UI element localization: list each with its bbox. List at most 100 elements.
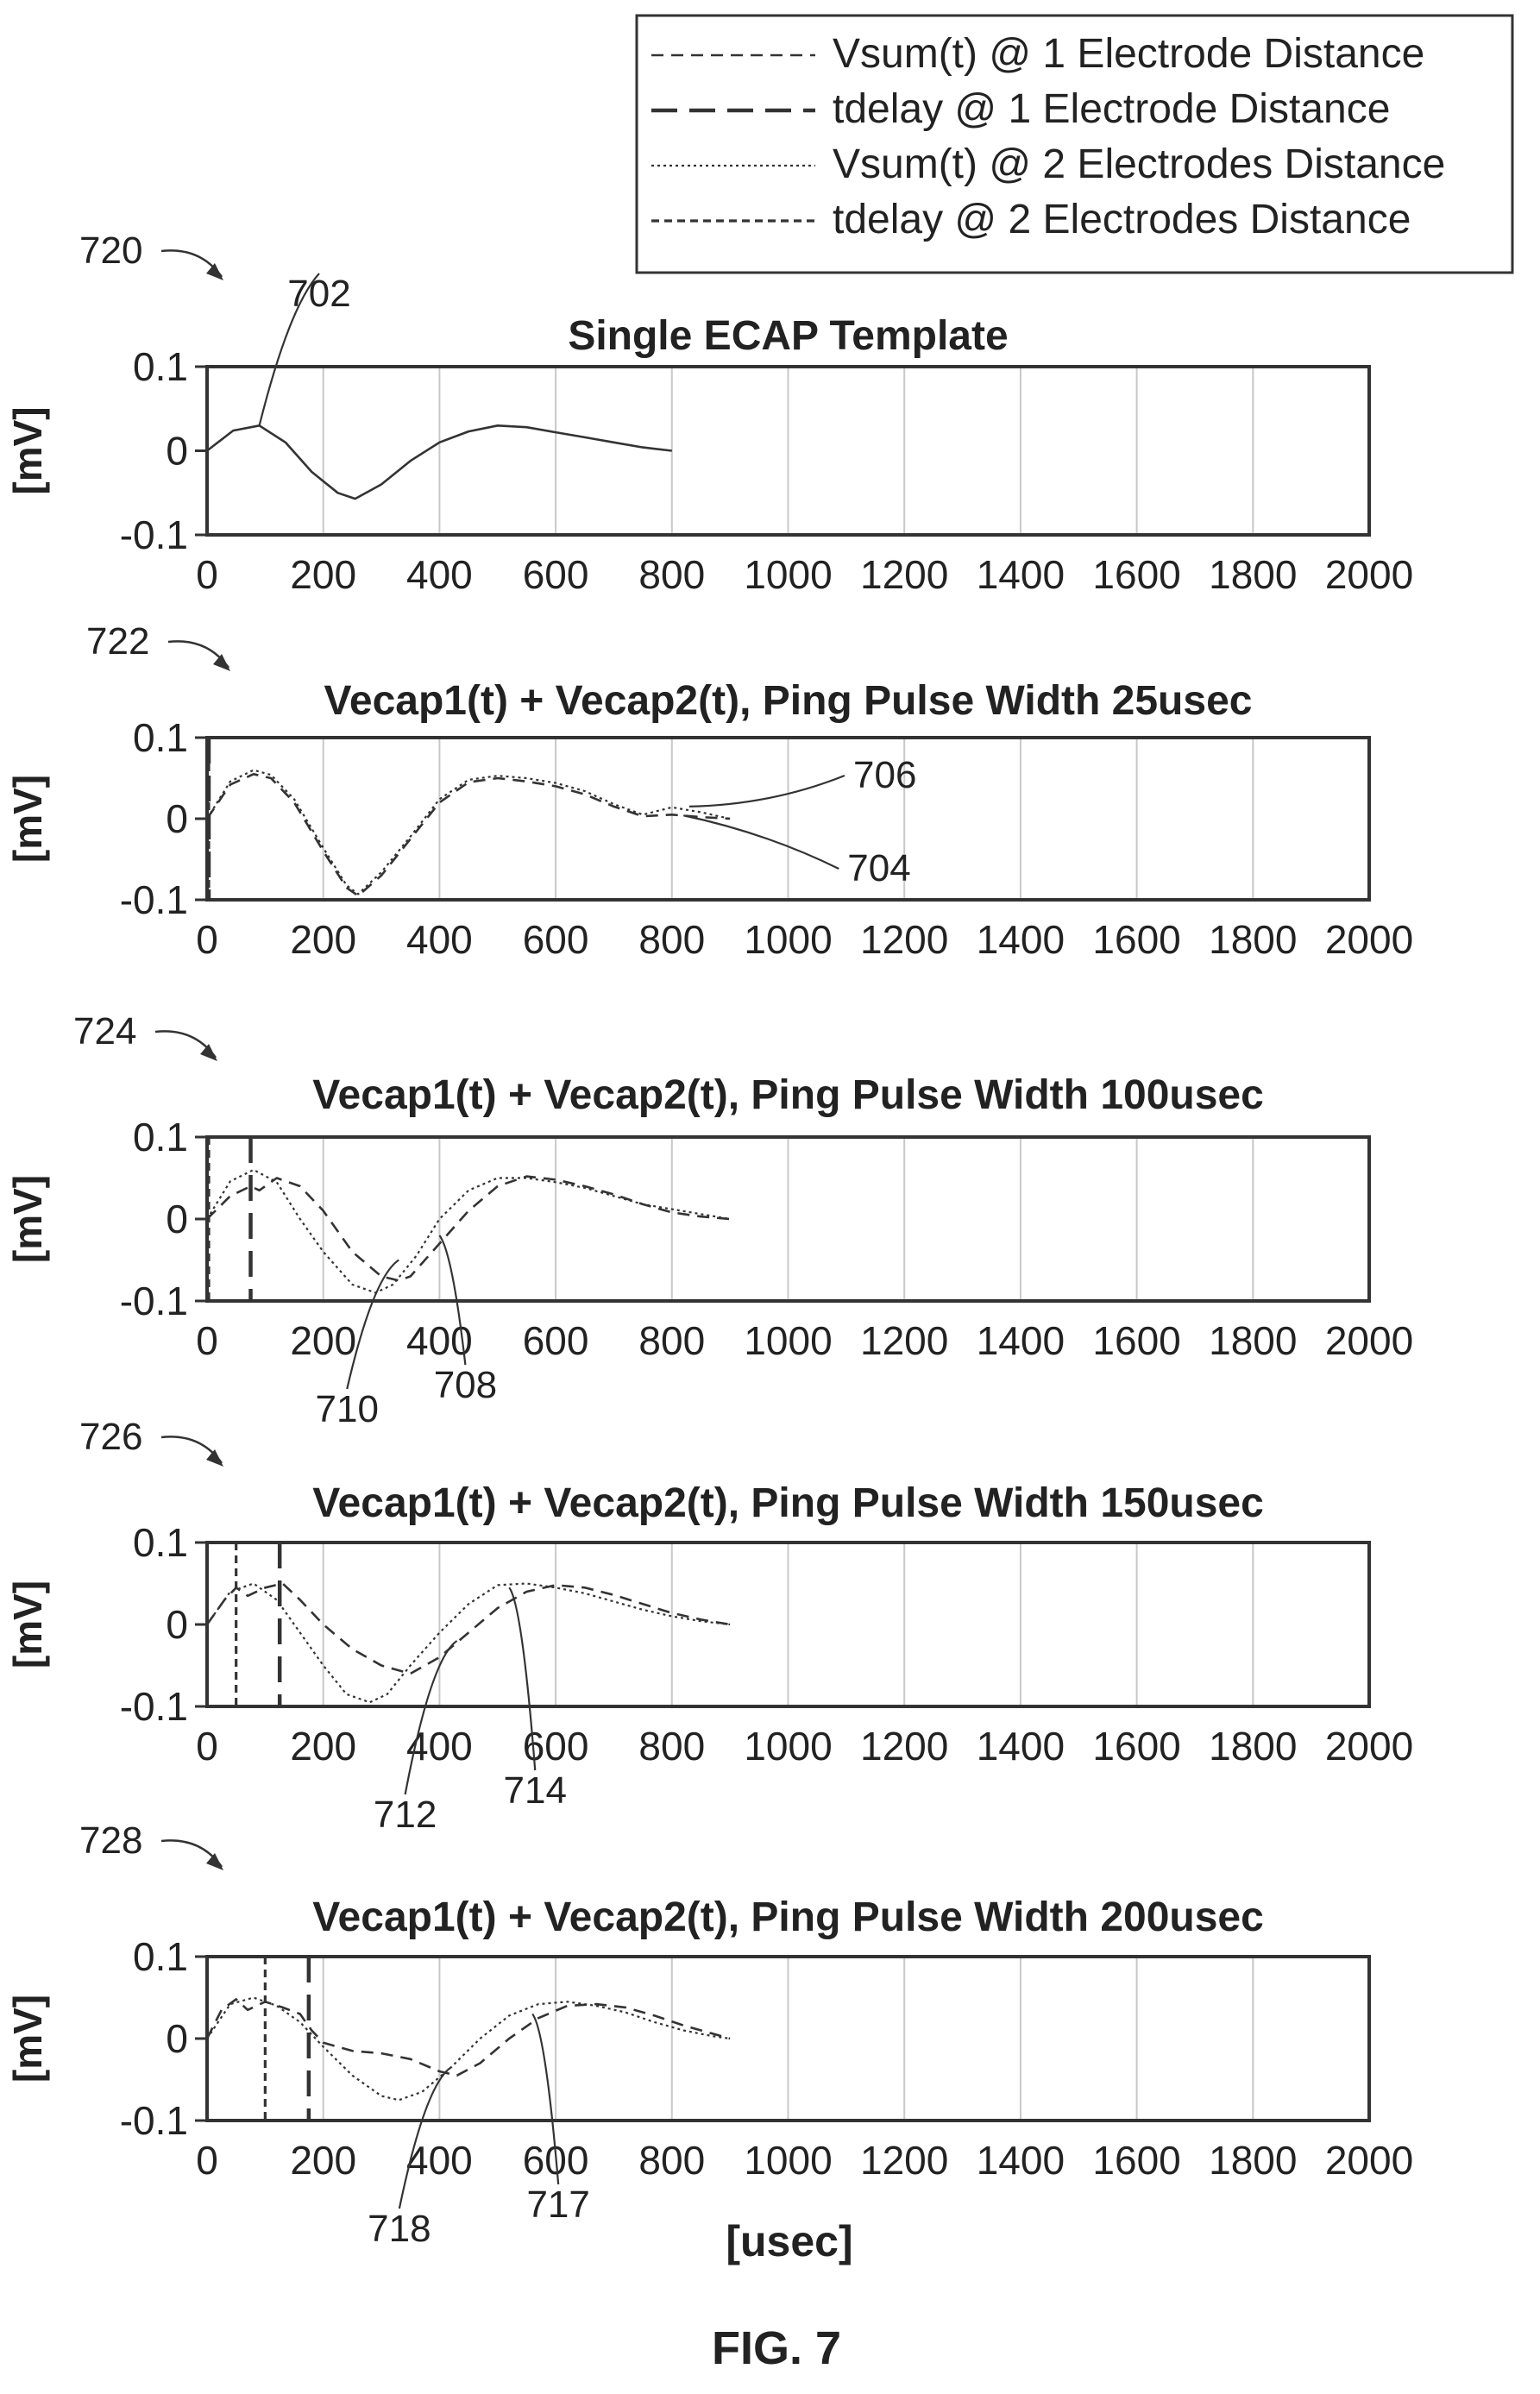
- x-tick-label: 1600: [1092, 1318, 1180, 1363]
- x-tick-label: 1600: [1092, 552, 1180, 597]
- y-tick-label: -0.1: [120, 2098, 188, 2143]
- x-tick-label: 400: [406, 2138, 473, 2183]
- callout-label-706: 706: [853, 754, 916, 796]
- panel-reference-number: 728: [79, 1819, 142, 1862]
- callout-leader-712: [404, 1640, 458, 1795]
- legend: Vsum(t) @ 1 Electrode Distance tdelay @ 1…: [635, 14, 1514, 274]
- y-tick-label: 0.1: [133, 715, 188, 760]
- y-tick-label: 0: [166, 796, 188, 841]
- series-line-1: [206, 769, 731, 895]
- x-tick-label: 600: [523, 1318, 589, 1363]
- callout-leader-704: [683, 814, 839, 870]
- x-tick-label: 200: [290, 552, 356, 597]
- x-tick-label: 1400: [977, 2138, 1065, 2183]
- series-line-0: [205, 1998, 731, 2077]
- callout-leader-718: [398, 2066, 452, 2209]
- chart-title: Vecap1(t) + Vecap2(t), Ping Pulse Width …: [312, 1480, 1264, 1526]
- series-line-0: [205, 773, 731, 897]
- x-tick-label: 1000: [744, 1724, 832, 1769]
- series-line-1: [206, 1168, 731, 1294]
- x-tick-label: 0: [196, 917, 218, 962]
- x-tick-label: 0: [196, 1318, 218, 1363]
- callout-label-708: 708: [434, 1364, 497, 1406]
- legend-box: [635, 14, 1514, 274]
- reference-arrow-head: [206, 1853, 223, 1870]
- x-tick-label: 1400: [977, 552, 1065, 597]
- x-tick-label: 800: [638, 1724, 705, 1769]
- callout-label-704: 704: [847, 847, 910, 889]
- y-tick-label: 0.1: [133, 1520, 188, 1565]
- chart-title: Single ECAP Template: [568, 313, 1008, 359]
- y-tick-label: -0.1: [120, 1684, 188, 1729]
- x-tick-label: 800: [638, 917, 705, 962]
- y-axis-label: [mV]: [5, 1995, 50, 2083]
- series-line-1: [206, 1582, 731, 1704]
- x-tick-label: 800: [638, 552, 705, 597]
- panel-reference-number: 720: [79, 229, 142, 272]
- x-tick-label: 0: [196, 552, 218, 597]
- y-tick-label: 0.1: [133, 1934, 188, 1979]
- y-tick-label: -0.1: [120, 512, 188, 557]
- x-tick-label: 1400: [977, 1724, 1065, 1769]
- legend-label-2: Vsum(t) @ 2 Electrodes Distance: [833, 141, 1445, 187]
- x-tick-label: 200: [290, 917, 356, 962]
- x-tick-label: 1000: [744, 2138, 832, 2183]
- x-tick-label: 1200: [860, 2138, 948, 2183]
- x-tick-label: 1800: [1209, 1724, 1297, 1769]
- x-tick-label: 1000: [744, 917, 832, 962]
- legend-label-1: tdelay @ 1 Electrode Distance: [833, 86, 1390, 132]
- x-tick-label: 200: [290, 1318, 356, 1363]
- chart-panel-4: Vecap1(t) + Vecap2(t), Ping Pulse Width …: [5, 1819, 1413, 2250]
- chart-title: Vecap1(t) + Vecap2(t), Ping Pulse Width …: [312, 1072, 1264, 1118]
- x-tick-label: 1400: [977, 1318, 1065, 1363]
- chart-panel-3: Vecap1(t) + Vecap2(t), Ping Pulse Width …: [5, 1416, 1413, 1836]
- legend-label-3: tdelay @ 2 Electrodes Distance: [833, 197, 1411, 242]
- chart-title: Vecap1(t) + Vecap2(t), Ping Pulse Width …: [312, 1894, 1264, 1940]
- series-line-0: [205, 1582, 731, 1675]
- series-line-1: [206, 1996, 731, 2102]
- callout-label-712: 712: [374, 1794, 437, 1836]
- x-tick-label: 2000: [1325, 2138, 1413, 2183]
- x-tick-label: 1600: [1092, 1724, 1180, 1769]
- x-tick-label: 1800: [1209, 917, 1297, 962]
- y-tick-label: -0.1: [120, 877, 188, 922]
- x-tick-label: 1200: [860, 552, 948, 597]
- x-tick-label: 2000: [1325, 1318, 1413, 1363]
- chart-panel-2: Vecap1(t) + Vecap2(t), Ping Pulse Width …: [5, 1010, 1413, 1430]
- x-tick-label: 800: [638, 1318, 705, 1363]
- callout-leader-717: [531, 2013, 560, 2185]
- x-tick-label: 2000: [1325, 1724, 1413, 1769]
- callout-leader-706: [688, 774, 845, 807]
- x-tick-label: 1800: [1209, 2138, 1297, 2183]
- y-axis-label: [mV]: [5, 406, 50, 494]
- callout-leader-714: [508, 1587, 537, 1771]
- x-tick-label: 600: [523, 917, 589, 962]
- callout-leader-708: [438, 1235, 467, 1366]
- y-tick-label: 0: [166, 1602, 188, 1647]
- x-tick-label: 800: [638, 2138, 705, 2183]
- y-tick-label: -0.1: [120, 1279, 188, 1323]
- x-tick-label: 200: [290, 1724, 356, 1769]
- x-tick-label: 2000: [1325, 552, 1413, 597]
- chart-panel-1: Vecap1(t) + Vecap2(t), Ping Pulse Width …: [5, 620, 1413, 962]
- y-axis-label: [mV]: [5, 775, 50, 863]
- chart-title: Vecap1(t) + Vecap2(t), Ping Pulse Width …: [324, 678, 1253, 724]
- callout-label-702: 702: [287, 273, 350, 315]
- callout-label-718: 718: [368, 2208, 431, 2250]
- x-tick-label: 1600: [1092, 917, 1180, 962]
- callout-leader-702: [258, 273, 320, 426]
- x-tick-label: 1600: [1092, 2138, 1180, 2183]
- y-tick-label: 0.1: [133, 344, 188, 389]
- x-tick-label: 200: [290, 2138, 356, 2183]
- x-tick-label: 1800: [1209, 1318, 1297, 1363]
- callout-leader-710: [346, 1259, 399, 1390]
- y-tick-label: 0: [166, 2016, 188, 2061]
- callout-label-717: 717: [526, 2184, 589, 2226]
- callout-label-714: 714: [504, 1769, 567, 1812]
- reference-arrow-head: [206, 1449, 223, 1467]
- x-tick-label: 1200: [860, 917, 948, 962]
- panel-reference-number: 726: [79, 1416, 142, 1458]
- series-line-0: [206, 1175, 731, 1282]
- panel-reference-number: 722: [86, 620, 149, 663]
